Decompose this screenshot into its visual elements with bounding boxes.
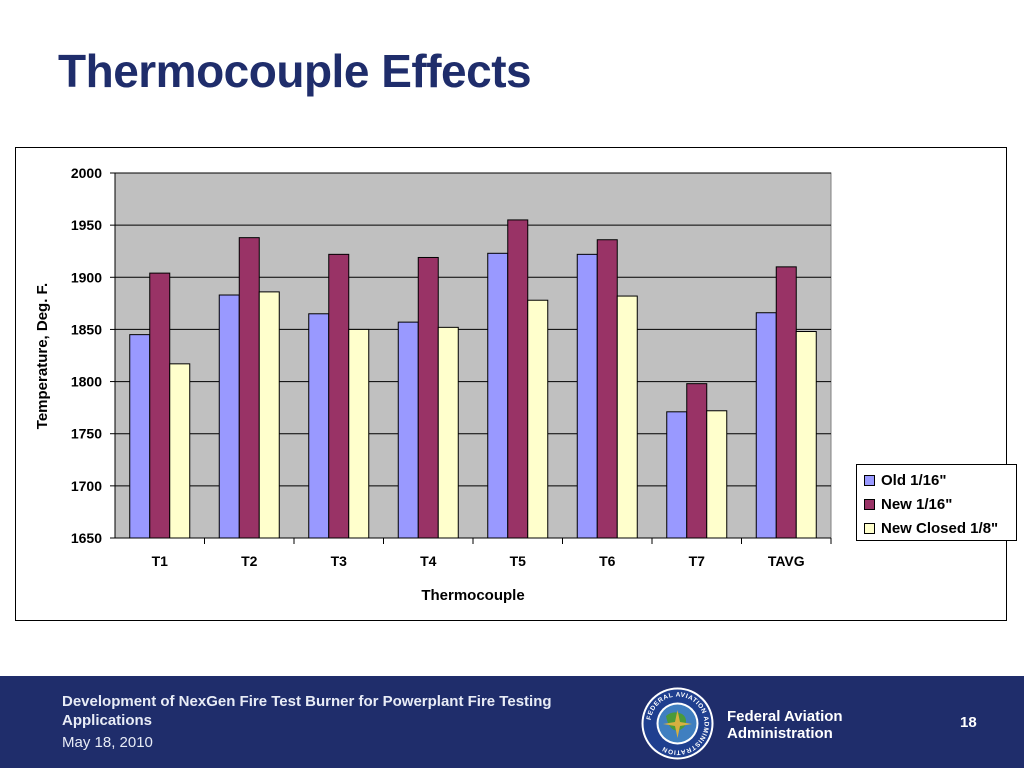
y-tick-label: 1800 <box>71 374 102 390</box>
slide-title: Thermocouple Effects <box>58 45 532 97</box>
presentation-title: Development of NexGen Fire Test Burner f… <box>62 693 552 729</box>
bar-tavg-series-2 <box>775 266 797 539</box>
bar-t3-series-3 <box>348 328 370 539</box>
x-tick-label: T4 <box>420 553 437 569</box>
legend-swatch-new-closed-1-8 <box>864 522 875 534</box>
legend-item: Old 1/16" <box>864 468 1016 492</box>
legend-label: New Closed 1/8" <box>881 519 999 537</box>
x-tick-label: T1 <box>152 553 169 569</box>
x-tick-label: TAVG <box>768 553 805 569</box>
bar-tavg-series-1 <box>755 312 777 539</box>
bar-t6-series-1 <box>576 253 598 539</box>
y-axis-title: Temperature, Deg. F. <box>34 283 51 429</box>
bar-t1-series-3 <box>169 363 191 539</box>
bar-t3-series-1 <box>308 313 330 539</box>
bar-t7-series-2 <box>686 383 708 539</box>
chart-legend: Old 1/16" New 1/16" New Closed 1/8" <box>856 464 1017 541</box>
bar-t7-series-1 <box>666 411 688 539</box>
legend-swatch-new-1-16 <box>864 498 875 510</box>
bar-t6-series-3 <box>616 295 638 539</box>
bar-t2-series-2 <box>238 237 260 539</box>
organization-name-line1: Federal Aviation <box>727 708 843 725</box>
bar-t5-series-2 <box>507 219 529 539</box>
y-tick-label: 2000 <box>71 165 102 181</box>
bar-t3-series-2 <box>328 253 350 539</box>
bar-t2-series-1 <box>218 294 240 539</box>
page-number: 18 <box>960 714 977 731</box>
legend-swatch-old-1-16 <box>864 474 875 486</box>
legend-item: New 1/16" <box>864 492 1016 516</box>
x-tick-label: T5 <box>510 553 527 569</box>
bar-t4-series-3 <box>437 326 459 539</box>
x-tick-label: T7 <box>689 553 706 569</box>
y-tick-label: 1650 <box>71 530 102 546</box>
footer-bar: Development of NexGen Fire Test Burner f… <box>0 676 1024 768</box>
bar-t2-series-3 <box>258 291 280 539</box>
presentation-date: May 18, 2010 <box>62 734 153 751</box>
bar-t5-series-1 <box>487 252 509 539</box>
organization-name: Federal Aviation Administration <box>727 708 843 742</box>
organization-name-line2: Administration <box>727 725 833 742</box>
chart-frame: 2000 1950 1900 1850 1800 1750 1700 1650 T1 T2 T3 T4… <box>15 147 1017 621</box>
y-tick-label: 1750 <box>71 426 102 442</box>
bar-t4-series-2 <box>417 256 439 539</box>
x-axis-title: Thermocouple <box>421 587 524 604</box>
x-tick-label: T3 <box>331 553 348 569</box>
faa-seal-logo: FEDERAL AVIATION ADMINISTRATION <box>641 687 714 760</box>
bar-t7-series-3 <box>706 410 728 539</box>
x-tick-label: T6 <box>599 553 616 569</box>
bar-t5-series-3 <box>527 299 549 539</box>
y-tick-label: 1950 <box>71 217 102 233</box>
bar-t1-series-1 <box>129 334 151 539</box>
legend-label: New 1/16" <box>881 495 953 513</box>
legend-item: New Closed 1/8" <box>864 516 1016 540</box>
bar-t1-series-2 <box>149 272 171 539</box>
bar-t4-series-1 <box>397 321 419 539</box>
y-tick-label: 1900 <box>71 269 102 285</box>
y-tick-label: 1850 <box>71 321 102 337</box>
bar-tavg-series-3 <box>795 331 817 539</box>
x-tick-label: T2 <box>241 553 258 569</box>
bar-t6-series-2 <box>596 239 618 539</box>
bar-chart: 2000 1950 1900 1850 1800 1750 1700 1650 T1 T2 T3 T4… <box>34 165 832 604</box>
legend-label: Old 1/16" <box>881 471 947 489</box>
y-tick-label: 1700 <box>71 478 102 494</box>
